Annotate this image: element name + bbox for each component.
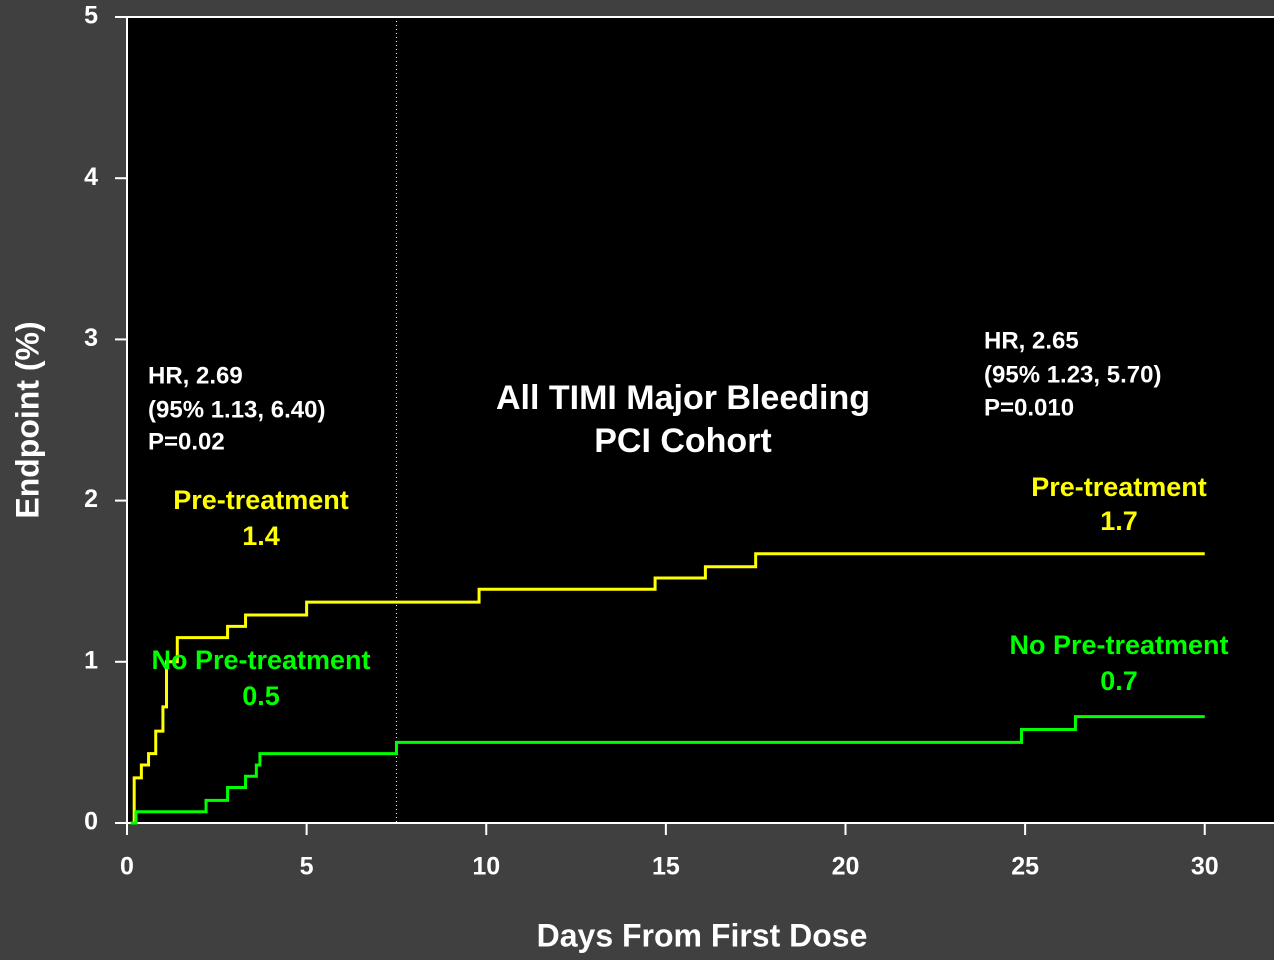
annotation: 1.7	[1100, 506, 1138, 536]
annotation: No Pre-treatment	[151, 645, 370, 675]
x-tick-label: 10	[472, 853, 500, 881]
chart-title: All TIMI Major Bleeding	[496, 379, 870, 417]
x-tick-label: 30	[1191, 853, 1219, 881]
y-tick-label: 4	[84, 163, 98, 191]
series-line	[130, 715, 1205, 825]
annotation: P=0.02	[148, 428, 225, 455]
chart-title: PCI Cohort	[594, 422, 772, 460]
y-tick-label: 0	[84, 808, 98, 836]
y-axis-label: Endpoint (%)	[9, 321, 45, 518]
x-tick-label: 5	[300, 853, 314, 881]
annotation: (95% 1.23, 5.70)	[984, 361, 1161, 388]
y-tick-label: 2	[84, 485, 98, 513]
annotation: Pre-treatment	[1031, 472, 1207, 502]
annotation: HR, 2.65	[984, 327, 1079, 354]
x-axis-label: Days From First Dose	[537, 917, 868, 953]
y-tick-label: 1	[84, 646, 98, 674]
series-line	[130, 552, 1205, 825]
y-tick-label: 5	[84, 2, 98, 30]
annotation: Pre-treatment	[173, 485, 349, 515]
x-tick-label: 25	[1011, 853, 1039, 881]
x-tick-label: 15	[652, 853, 680, 881]
annotation: No Pre-treatment	[1009, 630, 1228, 660]
annotation: 0.5	[242, 681, 280, 711]
annotation: HR, 2.69	[148, 362, 243, 389]
plot-area	[127, 17, 1274, 823]
annotation: P=0.010	[984, 394, 1074, 421]
annotation: 0.7	[1100, 666, 1138, 696]
x-tick-label: 20	[832, 853, 860, 881]
y-tick-label: 3	[84, 324, 98, 352]
annotation: (95% 1.13, 6.40)	[148, 396, 325, 423]
annotation: 1.4	[242, 521, 280, 551]
x-tick-label: 0	[120, 853, 134, 881]
